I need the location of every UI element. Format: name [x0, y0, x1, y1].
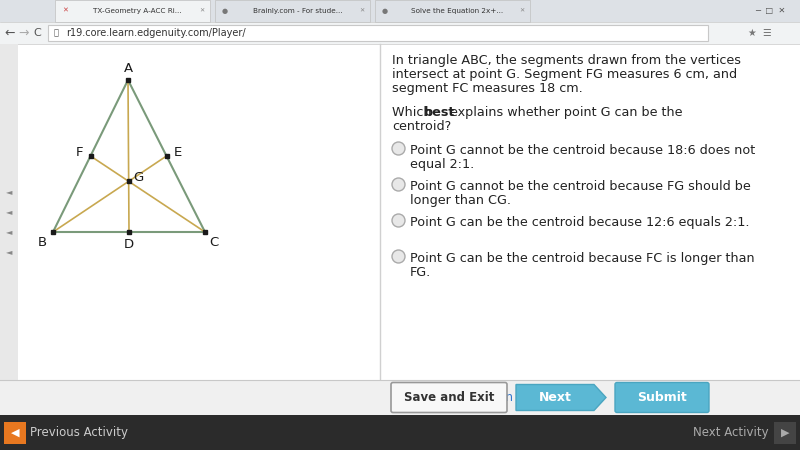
Text: ✕: ✕ [62, 8, 68, 14]
Text: ✕: ✕ [199, 9, 205, 13]
Text: FG.: FG. [410, 266, 431, 279]
Text: 🔒: 🔒 [54, 28, 59, 37]
Text: ◄: ◄ [6, 248, 12, 256]
Text: explains whether point G can be the: explains whether point G can be the [446, 106, 682, 119]
Text: ✕: ✕ [359, 9, 365, 13]
Text: equal 2:1.: equal 2:1. [410, 158, 474, 171]
Text: In triangle ABC, the segments drawn from the vertices: In triangle ABC, the segments drawn from… [392, 54, 741, 67]
Text: ◄: ◄ [6, 228, 12, 237]
Bar [774, 422, 796, 444]
Bar [0, 415, 800, 450]
Text: TX-Geometry A-ACC Ri...: TX-Geometry A-ACC Ri... [94, 8, 182, 14]
Text: ◄: ◄ [6, 188, 12, 197]
Text: A: A [123, 63, 133, 76]
Bar [375, 0, 530, 22]
Circle shape [392, 250, 405, 263]
Text: ●: ● [222, 8, 228, 14]
Bar [0, 44, 380, 380]
Circle shape [392, 142, 405, 155]
Text: centroid?: centroid? [392, 120, 451, 133]
Text: Previous Activity: Previous Activity [30, 426, 128, 439]
Text: D: D [124, 238, 134, 251]
Text: Save and Exit: Save and Exit [404, 391, 494, 404]
Text: ✕: ✕ [519, 9, 525, 13]
FancyBboxPatch shape [391, 382, 507, 413]
Bar [55, 0, 210, 22]
Text: ▶: ▶ [781, 428, 790, 437]
Text: segment FC measures 18 cm.: segment FC measures 18 cm. [392, 82, 582, 95]
Text: ◀: ◀ [10, 428, 19, 437]
Text: Next Activity: Next Activity [694, 426, 769, 439]
Text: F: F [76, 145, 83, 158]
Text: B: B [38, 235, 46, 248]
Bar [4, 422, 26, 444]
Text: ─  □  ✕: ─ □ ✕ [754, 6, 785, 15]
Text: Point G cannot be the centroid because 18:6 does not: Point G cannot be the centroid because 1… [410, 144, 755, 157]
Circle shape [392, 178, 405, 191]
Text: Submit: Submit [637, 391, 687, 404]
Text: Point G can be the centroid because 12:6 equals 2:1.: Point G can be the centroid because 12:6… [410, 216, 750, 229]
Text: longer than CG.: longer than CG. [410, 194, 511, 207]
Text: Brainly.com - For stude...: Brainly.com - For stude... [253, 8, 342, 14]
Bar [48, 25, 708, 41]
Text: ◄: ◄ [6, 207, 12, 216]
Text: Next: Next [538, 391, 571, 404]
FancyBboxPatch shape [615, 382, 709, 413]
Text: best: best [424, 106, 455, 119]
Text: intersect at point G. Segment FG measures 6 cm, and: intersect at point G. Segment FG measure… [392, 68, 737, 81]
Text: Which: Which [392, 106, 435, 119]
Text: C: C [33, 28, 41, 38]
Bar [0, 380, 800, 415]
Bar [0, 22, 800, 44]
Text: →: → [18, 27, 30, 40]
Text: Point G can be the centroid because FC is longer than: Point G can be the centroid because FC i… [410, 252, 754, 265]
Text: G: G [134, 171, 144, 184]
Text: ★  ☰: ★ ☰ [748, 28, 772, 38]
Circle shape [392, 214, 405, 227]
Text: E: E [174, 145, 182, 158]
Text: ●: ● [382, 8, 388, 14]
Polygon shape [516, 384, 606, 410]
Bar [0, 44, 18, 380]
Text: ←: ← [5, 27, 15, 40]
Text: C: C [210, 235, 218, 248]
Text: Mark this and return: Mark this and return [392, 391, 513, 404]
Bar [215, 0, 370, 22]
Text: r19.core.learn.edgenuity.com/Player/: r19.core.learn.edgenuity.com/Player/ [66, 28, 246, 38]
Text: Solve the Equation 2x+...: Solve the Equation 2x+... [411, 8, 503, 14]
Text: Point G cannot be the centroid because FG should be: Point G cannot be the centroid because F… [410, 180, 750, 193]
Bar [0, 0, 800, 22]
